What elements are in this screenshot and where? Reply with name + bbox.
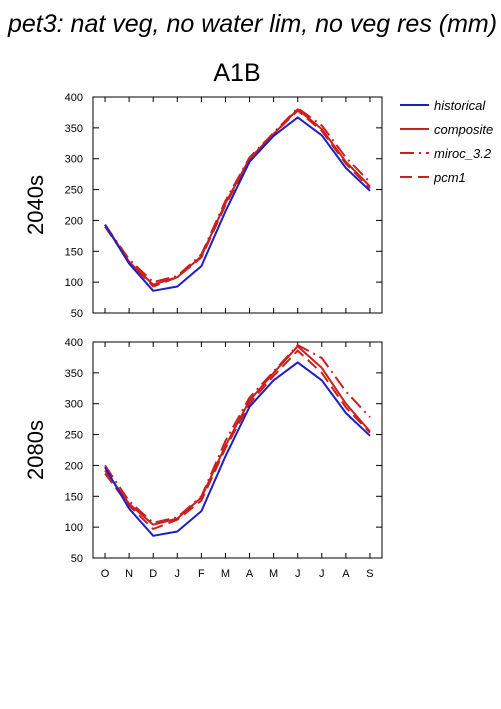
legend-label: composite xyxy=(434,122,493,137)
y-tick-label: 50 xyxy=(71,553,83,565)
series-line-composite xyxy=(104,108,371,286)
series-line-pcm1 xyxy=(104,109,371,288)
series-line-historical xyxy=(104,361,371,537)
x-tick-label: N xyxy=(125,568,133,580)
y-tick-label: 250 xyxy=(65,185,83,197)
series-line-historical xyxy=(104,116,371,292)
series-line-miroc_3.2 xyxy=(104,344,371,524)
panel-label: 2040s xyxy=(23,175,48,235)
y-tick-label: 200 xyxy=(65,460,83,472)
y-tick-label: 200 xyxy=(65,215,83,227)
series-line-miroc_3.2 xyxy=(104,107,371,284)
legend-label: miroc_3.2 xyxy=(434,146,492,161)
x-tick-label: J xyxy=(175,568,181,580)
x-tick-label: O xyxy=(101,568,110,580)
legend-item-historical: historical xyxy=(400,98,486,113)
page-title: pet3: nat veg, no water lim, no veg res … xyxy=(8,10,498,38)
chart-panels: 50 100 150 200 250 300 350 400 2040s 50 100 150 200 2… xyxy=(23,92,383,580)
panel-label: 2080s xyxy=(23,420,48,480)
y-tick-label: 100 xyxy=(65,277,83,289)
legend-label: pcm1 xyxy=(433,170,466,185)
x-tick-label: A xyxy=(246,568,254,580)
y-tick-label: 50 xyxy=(71,308,83,320)
y-tick-label: 400 xyxy=(65,337,83,349)
scenario-label: A1B xyxy=(213,59,260,87)
y-tick-label: 300 xyxy=(65,399,83,411)
x-tick-label: D xyxy=(149,568,157,580)
y-tick-label: 100 xyxy=(65,522,83,534)
x-tick-label: J xyxy=(295,568,301,580)
legend-item-composite: composite xyxy=(400,122,493,137)
y-tick-label: 150 xyxy=(65,246,83,258)
y-tick-label: 250 xyxy=(65,430,83,442)
series-line-composite xyxy=(104,345,371,526)
x-tick-label: J xyxy=(319,568,325,580)
x-tick-label: A xyxy=(342,568,350,580)
panel-2040s: 50 100 150 200 250 300 350 400 2040s xyxy=(23,92,383,320)
legend-label: historical xyxy=(434,98,486,113)
y-tick-label: 150 xyxy=(65,491,83,503)
y-tick-label: 400 xyxy=(65,92,83,104)
plot-frame xyxy=(92,96,383,314)
y-tick-label: 350 xyxy=(65,368,83,380)
plot-frame xyxy=(92,341,383,559)
legend-item-pcm1: pcm1 xyxy=(400,170,466,185)
series-line-pcm1 xyxy=(104,349,371,530)
legend-item-miroc_3.2: miroc_3.2 xyxy=(400,146,492,161)
x-tick-label: S xyxy=(366,568,373,580)
y-tick-label: 300 xyxy=(65,154,83,166)
y-tick-label: 350 xyxy=(65,123,83,135)
legend: historical composite miroc_3.2 pcm1 xyxy=(400,98,493,185)
x-tick-label: F xyxy=(198,568,205,580)
panel-2080s: 50 100 150 200 250 300 350 400 O N D J F M A M J J A S 2080s xyxy=(23,337,383,580)
x-tick-label: M xyxy=(269,568,278,580)
x-tick-label: M xyxy=(221,568,230,580)
